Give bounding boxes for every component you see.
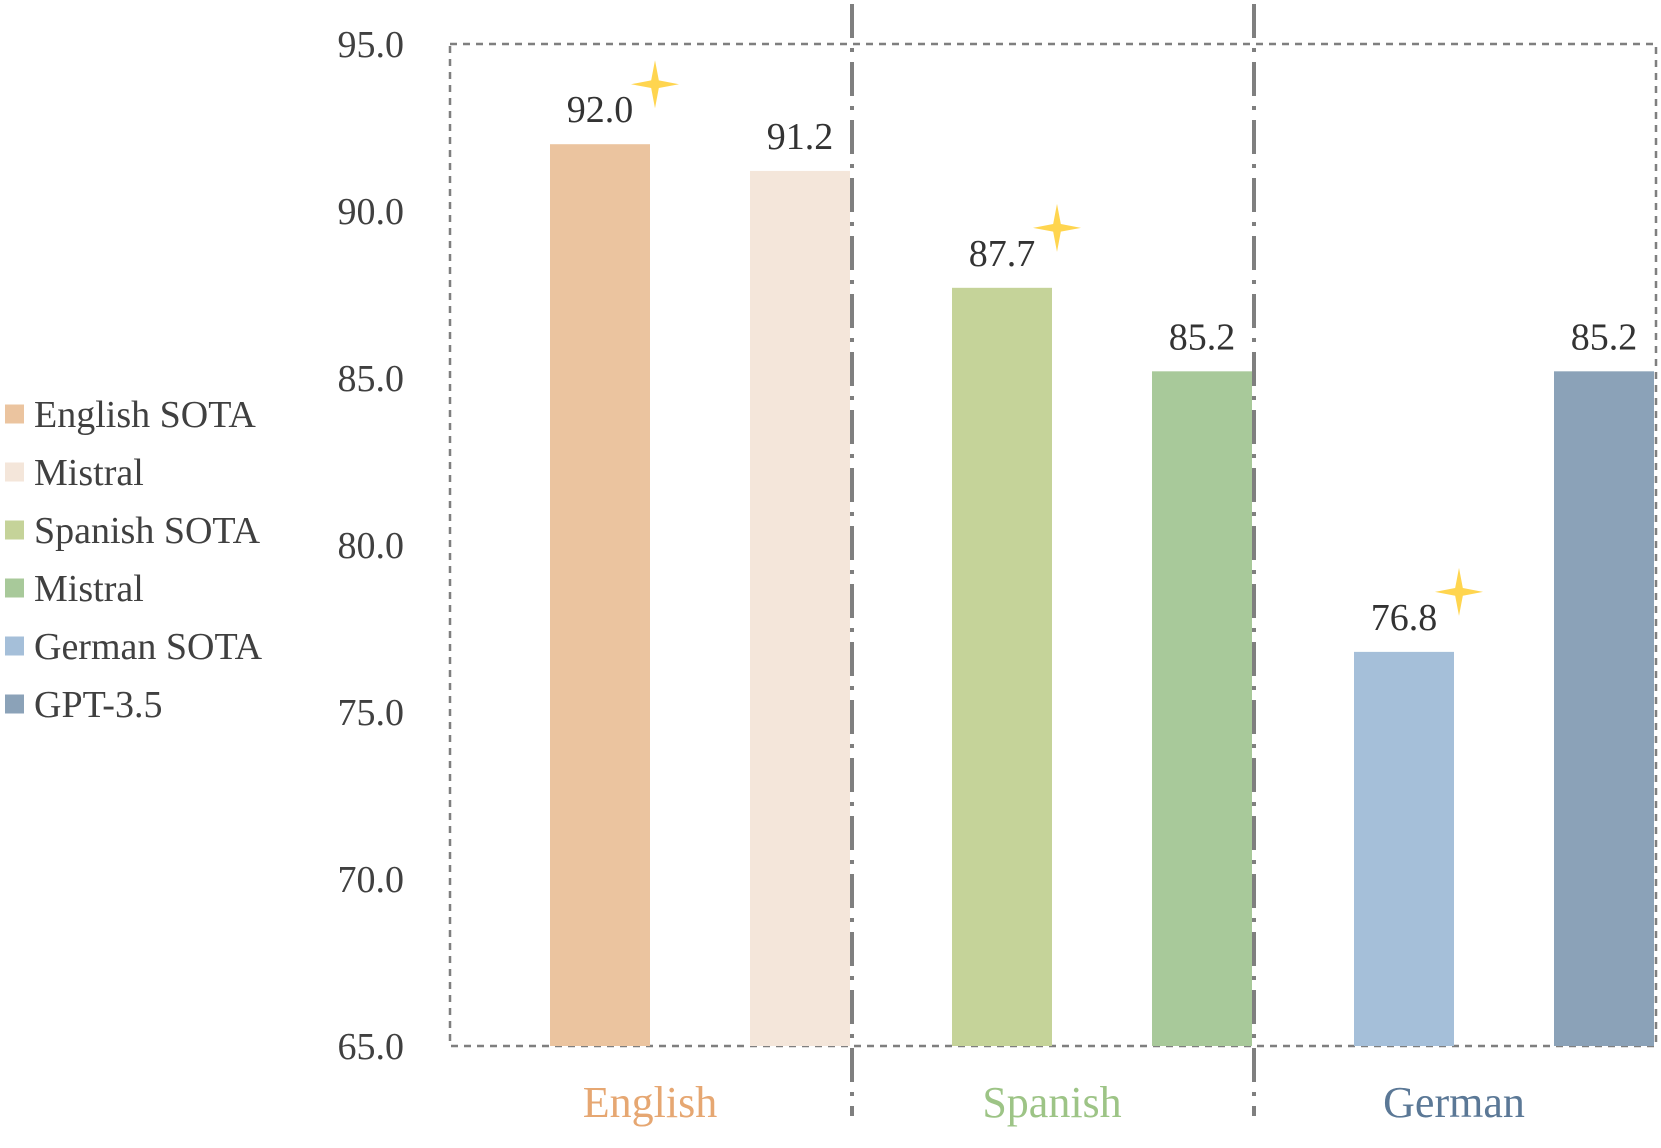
group-label: German	[1383, 1078, 1525, 1127]
legend-label: Mistral	[34, 452, 144, 494]
bar	[952, 287, 1052, 1046]
y-tick-label: 70.0	[338, 859, 405, 901]
y-tick-label: 65.0	[338, 1026, 405, 1068]
group-label: English	[583, 1078, 717, 1127]
star-icon	[1033, 203, 1081, 252]
legend-swatch	[5, 578, 24, 598]
value-label: 85.2	[1169, 316, 1236, 358]
legend-label: German SOTA	[34, 626, 263, 668]
y-tick-label: 95.0	[338, 24, 405, 66]
y-tick-label: 85.0	[338, 358, 405, 400]
group-labels: English Spanish German	[583, 1078, 1525, 1127]
y-tick-label: 90.0	[338, 191, 405, 233]
bar	[1152, 371, 1252, 1046]
legend-swatch	[5, 404, 24, 424]
star-icon	[631, 60, 679, 109]
legend-label: Mistral	[34, 568, 144, 610]
bar	[1554, 371, 1654, 1046]
legend-swatch	[5, 694, 24, 714]
star-icon	[1435, 567, 1483, 616]
bars	[550, 144, 1654, 1047]
bar	[750, 170, 850, 1047]
value-label: 76.8	[1371, 597, 1438, 639]
y-tick-label: 80.0	[338, 525, 405, 567]
legend-label: Spanish SOTA	[34, 510, 261, 552]
value-label: 91.2	[767, 116, 834, 158]
legend-label: English SOTA	[34, 394, 256, 436]
legend: English SOTA Mistral Spanish SOTA Mistral Ge…	[5, 394, 263, 726]
legend-swatch	[5, 636, 24, 656]
legend-label: GPT-3.5	[34, 684, 162, 726]
bar	[1354, 651, 1454, 1046]
bar	[550, 144, 650, 1046]
legend-swatch	[5, 520, 24, 540]
plot-frame	[448, 42, 1658, 1048]
value-label: 92.0	[567, 89, 634, 131]
group-label: Spanish	[982, 1078, 1121, 1127]
value-label: 87.7	[969, 233, 1036, 275]
value-label: 85.2	[1571, 316, 1638, 358]
plot-frame-layer	[448, 4, 1658, 1116]
y-axis: 65.0 70.0 75.0 80.0 85.0 90.0 95.0	[338, 24, 405, 1068]
y-tick-label: 75.0	[338, 692, 405, 734]
legend-swatch	[5, 462, 24, 482]
value-labels: 92.0 91.2 87.7 85.2 76.8 85.2	[567, 60, 1638, 639]
